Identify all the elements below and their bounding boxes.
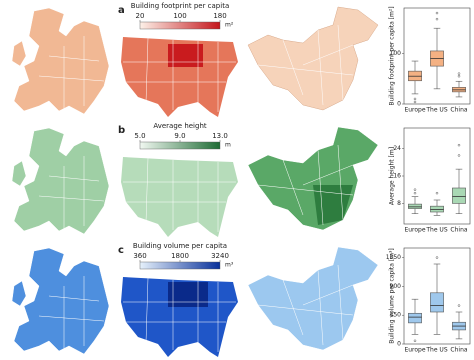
- x-tick-label: The US: [425, 107, 447, 114]
- colorbar-title: Average height: [153, 122, 207, 130]
- us-map: [121, 37, 238, 117]
- x-tick-label: Europe: [404, 227, 425, 234]
- outlier: [457, 143, 461, 147]
- colorbar-tick-label: 100: [173, 12, 186, 20]
- china-map: [247, 126, 379, 231]
- colorbar-tick-label: 180: [213, 12, 226, 20]
- colorbar-unit: m: [225, 142, 231, 149]
- x-tick-label: The US: [425, 227, 447, 234]
- colorbar-tick-label: 360: [133, 252, 146, 260]
- europe-map: [11, 7, 110, 115]
- y-axis-label: Building volume per capita [m³]: [389, 248, 396, 344]
- outlier: [413, 97, 417, 101]
- outlier: [435, 256, 439, 259]
- y-tick-label: 900: [390, 283, 402, 290]
- box: [430, 292, 444, 313]
- panel-label: c: [118, 245, 124, 256]
- y-tick-label: 450: [390, 312, 402, 319]
- y-tick-label: 0: [397, 101, 401, 108]
- y-tick-label: 0: [397, 341, 401, 348]
- outlier: [413, 191, 417, 195]
- us-map: [121, 157, 238, 237]
- colorbar: [139, 21, 221, 30]
- y-tick-label: 100: [390, 50, 402, 57]
- y-tick-label: 1350: [386, 254, 401, 261]
- box: [430, 205, 444, 213]
- x-tick-label: Europe: [404, 107, 425, 114]
- colorbar-title: Building footprint per capita: [131, 2, 229, 10]
- x-tick-label: China: [450, 107, 467, 114]
- y-tick-label: 8: [397, 200, 401, 207]
- outlier: [435, 11, 439, 15]
- x-tick-label: China: [450, 227, 467, 234]
- x-tick-label: China: [450, 347, 467, 354]
- china-map: [247, 6, 379, 111]
- outlier: [457, 72, 461, 75]
- box: [452, 187, 466, 204]
- outlier: [435, 191, 439, 195]
- outlier: [457, 74, 461, 78]
- colorbar-tick-label: 3240: [211, 252, 229, 260]
- panel-label: a: [118, 5, 125, 16]
- china-map: [247, 246, 379, 351]
- x-tick-label: Europe: [404, 347, 425, 354]
- x-tick-label: The US: [425, 347, 447, 354]
- panel-label: b: [118, 125, 125, 136]
- y-axis-label: Average height [m]: [389, 147, 396, 205]
- colorbar-unit: m³: [225, 262, 234, 269]
- outlier: [435, 17, 439, 21]
- box: [408, 312, 422, 324]
- colorbar-title: Building volume per capita: [133, 242, 227, 250]
- colorbar-tick-label: 9.0: [174, 132, 185, 140]
- plot-frame: [403, 247, 471, 345]
- us-map: [121, 277, 238, 357]
- outlier: [457, 154, 461, 157]
- colorbar: [139, 141, 221, 150]
- outlier: [413, 100, 417, 104]
- outlier: [413, 339, 417, 343]
- europe-map: [11, 247, 110, 355]
- maps: [11, 6, 379, 357]
- colorbar: [139, 261, 221, 270]
- y-axis-label: Building footprint per capita [m²]: [389, 6, 396, 105]
- colorbar-tick-label: 20: [136, 12, 145, 20]
- outlier: [457, 304, 461, 307]
- outlier: [413, 188, 417, 191]
- colorbar-tick-label: 13.0: [212, 132, 228, 140]
- europe-map: [11, 127, 110, 235]
- y-tick-label: 16: [393, 173, 401, 180]
- colorbar-tick-label: 5.0: [134, 132, 145, 140]
- colorbar-unit: m²: [225, 22, 234, 29]
- box: [408, 203, 422, 209]
- y-tick-label: 24: [393, 145, 401, 152]
- plot-frame: [403, 7, 471, 105]
- colorbar-tick-label: 1800: [171, 252, 189, 260]
